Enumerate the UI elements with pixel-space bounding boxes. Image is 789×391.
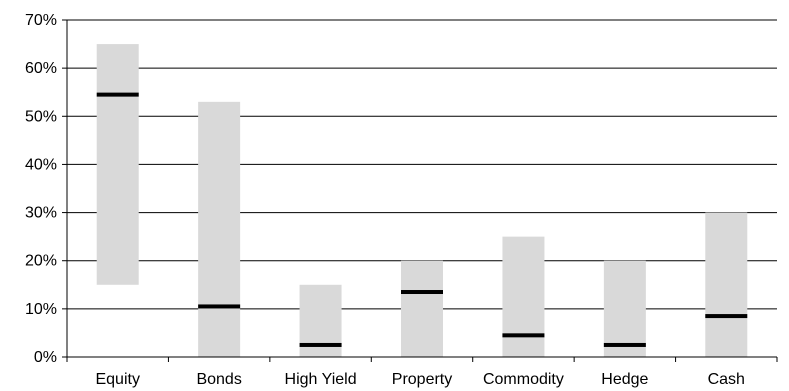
- y-tick-label: 70%: [25, 12, 57, 29]
- y-tick-label: 50%: [25, 108, 57, 125]
- axes: [62, 19, 778, 362]
- value-marker: [299, 342, 342, 347]
- y-tick-label: 30%: [25, 205, 57, 222]
- x-tick-label: Hedge: [601, 371, 648, 388]
- range-bar: [705, 212, 748, 357]
- x-tick-label: Property: [392, 371, 452, 388]
- range-bar: [96, 44, 139, 285]
- x-tick-label: Equity: [95, 371, 139, 388]
- value-marker: [401, 290, 443, 295]
- y-tick-label: 40%: [25, 156, 57, 173]
- x-tick-labels: Equity Bonds High Yield Property Commodity He…: [95, 371, 744, 388]
- y-tick-label: 10%: [25, 301, 57, 318]
- range-bar: [198, 101, 241, 357]
- gridlines: [67, 19, 777, 310]
- x-tick-label: High Yield: [285, 371, 357, 388]
- range-bar: [603, 260, 646, 357]
- value-markers: [96, 92, 748, 347]
- value-marker: [603, 342, 646, 347]
- range-bar: [401, 260, 443, 357]
- y-tick-label: 20%: [25, 253, 57, 270]
- x-tick-label: Bonds: [196, 371, 241, 388]
- value-marker: [705, 314, 748, 319]
- range-bar: [502, 236, 545, 357]
- range-bars: [96, 44, 748, 357]
- y-tick-label: 60%: [25, 60, 57, 77]
- value-marker: [96, 92, 139, 97]
- x-tick-label: Commodity: [483, 371, 564, 388]
- value-marker: [502, 333, 545, 338]
- y-tick-label: 0%: [34, 349, 57, 366]
- value-marker: [198, 304, 241, 309]
- x-tick-label: Cash: [708, 371, 745, 388]
- y-tick-labels: 0% 10% 20% 30% 40% 50% 60% 70%: [25, 12, 57, 366]
